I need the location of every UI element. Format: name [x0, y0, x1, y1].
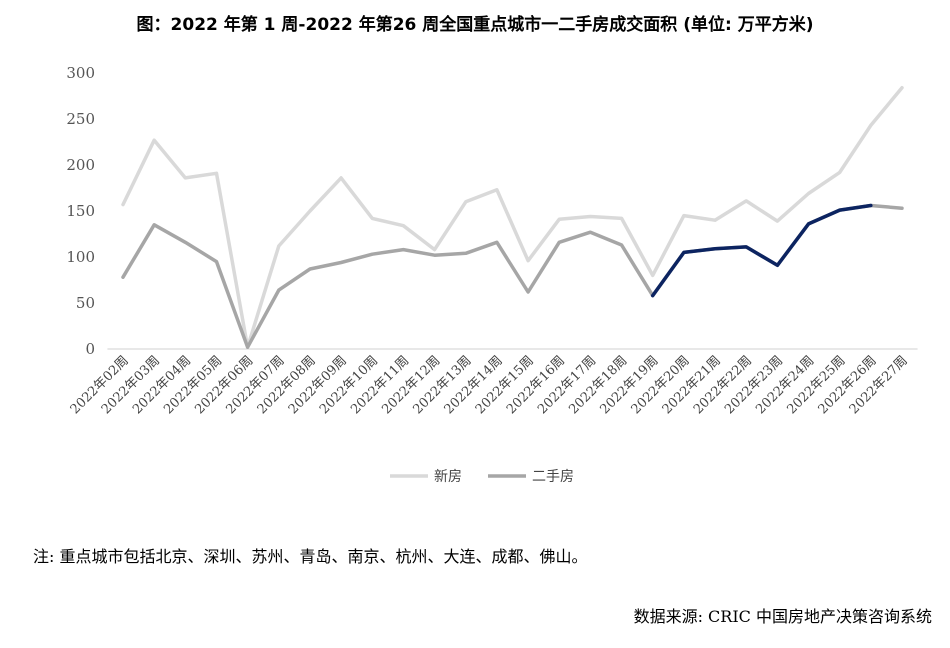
y-tick-label: 50 [76, 294, 95, 312]
legend-label: 新房 [434, 469, 462, 485]
y-axis: 0 50 100 150 200 250 300 [66, 64, 95, 358]
line-chart: 0 50 100 150 200 250 300 2022年02周2022年03周2022年… [66, 64, 918, 485]
source-note: 数据来源: CRIC 中国房地产决策咨询系统 [633, 607, 932, 626]
y-tick-label: 300 [66, 64, 95, 82]
y-tick-label: 150 [66, 202, 95, 220]
series-layer [121, 85, 904, 349]
footnote: 注: 重点城市包括北京、深圳、苏州、青岛、南京、杭州、大连、成都、佛山。 [33, 547, 588, 566]
y-tick-label: 0 [85, 340, 95, 358]
x-axis: 2022年02周2022年03周2022年04周2022年05周2022年06周… [68, 353, 911, 417]
y-tick-label: 200 [66, 156, 95, 174]
legend-label: 二手房 [532, 469, 574, 485]
legend: 新房 二手房 [390, 469, 574, 485]
y-tick-label: 250 [66, 110, 95, 128]
series-line-highlight [650, 203, 873, 298]
chart-title: 图：2022 年第 1 周-2022 年第26 周全国重点城市一二手房成交面积 … [136, 15, 814, 35]
y-tick-label: 100 [66, 248, 95, 266]
series-line-0 [121, 85, 904, 349]
